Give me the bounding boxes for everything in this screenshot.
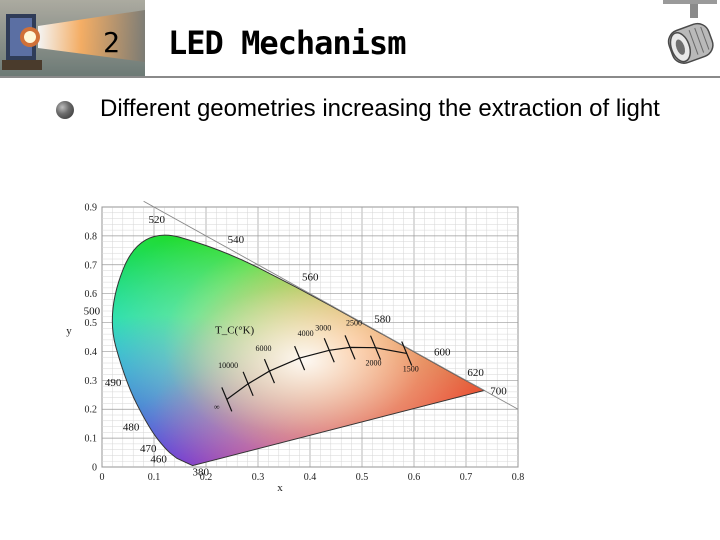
wavelength-label: 540: [228, 234, 245, 246]
y-tick-label: 0.5: [85, 318, 98, 329]
y-tick-label: 0.7: [85, 260, 98, 271]
header-divider: [0, 76, 720, 78]
wavelength-label: 520: [148, 214, 165, 226]
x-tick-label: 0: [100, 472, 105, 483]
y-tick-label: 0.2: [85, 405, 98, 416]
x-tick-label: 0.1: [148, 472, 161, 483]
bullet-text: Different geometries increasing the extr…: [100, 95, 660, 122]
wavelength-label: 460: [150, 453, 167, 465]
y-tick-label: 0.3: [85, 376, 98, 387]
wavelength-label: 620: [467, 367, 484, 379]
wavelength-label: 560: [302, 272, 319, 284]
wavelength-label: 490: [105, 377, 122, 389]
x-tick-label: 0.3: [252, 472, 265, 483]
color-temperature-label: 3000: [315, 323, 331, 332]
color-temperature-label: 2500: [346, 318, 362, 327]
color-temperature-label: 2000: [366, 359, 382, 368]
wavelength-label: 580: [374, 313, 391, 325]
wavelength-label: 500: [84, 306, 101, 318]
wavelength-label: 470: [140, 443, 157, 455]
slide-title: LED Mechanism: [168, 24, 406, 62]
cie-chromaticity-chart: 0 0.1 0.2 0.3 0.4 0.5 0.6 0.7 0.8 0 0.1 0.2 0.3 0.4 0.…: [66, 200, 525, 494]
isotherm-tick: [344, 335, 356, 360]
slide-header: 2 LED Mechanism: [0, 0, 720, 78]
isotherm-tick: [242, 371, 254, 397]
color-temperature-label: 10000: [218, 361, 238, 370]
y-tick-label: 0.9: [85, 203, 98, 214]
x-tick-label: 0.7: [460, 472, 473, 483]
isotherm-tick: [294, 345, 306, 371]
track-spotlight-photo: [660, 0, 720, 76]
isotherm-tick: [263, 358, 275, 384]
isotherm-tick: [369, 335, 382, 360]
wavelength-label: 700: [490, 385, 507, 397]
slide-number: 2: [103, 26, 120, 59]
x-tick-label: 0.8: [512, 472, 525, 483]
y-axis-label: y: [66, 325, 72, 337]
isotherm-tick: [401, 341, 413, 366]
color-temperature-label: ∞: [214, 402, 220, 411]
reference-line: [143, 200, 519, 410]
color-temperature-label: 4000: [298, 329, 314, 338]
x-tick-label: 0.6: [408, 472, 421, 483]
color-temperature-label: 6000: [255, 344, 271, 353]
x-tick-label: 0.5: [356, 472, 369, 483]
x-axis-label: x: [277, 482, 283, 494]
wavelength-label: 380: [193, 467, 210, 479]
led-beam-photo: [0, 0, 145, 76]
y-tick-label: 0: [92, 463, 97, 474]
wavelength-label: 480: [123, 422, 140, 434]
color-temperature-label: 1500: [403, 364, 419, 373]
wavelength-label: 600: [434, 347, 451, 359]
planckian-locus-label: T_C(°K): [215, 325, 255, 337]
x-tick-label: 0.4: [304, 472, 317, 483]
y-tick-label: 0.4: [85, 347, 98, 358]
y-tick-label: 0.6: [85, 289, 98, 300]
bullet-icon: [56, 101, 74, 119]
planckian-locus: [226, 346, 407, 400]
isotherm-tick: [221, 387, 233, 412]
x-tick-label: 0.2: [200, 472, 213, 483]
y-tick-label: 0.1: [85, 434, 98, 445]
y-tick-label: 0.8: [85, 231, 98, 242]
isotherm-tick: [323, 338, 335, 363]
